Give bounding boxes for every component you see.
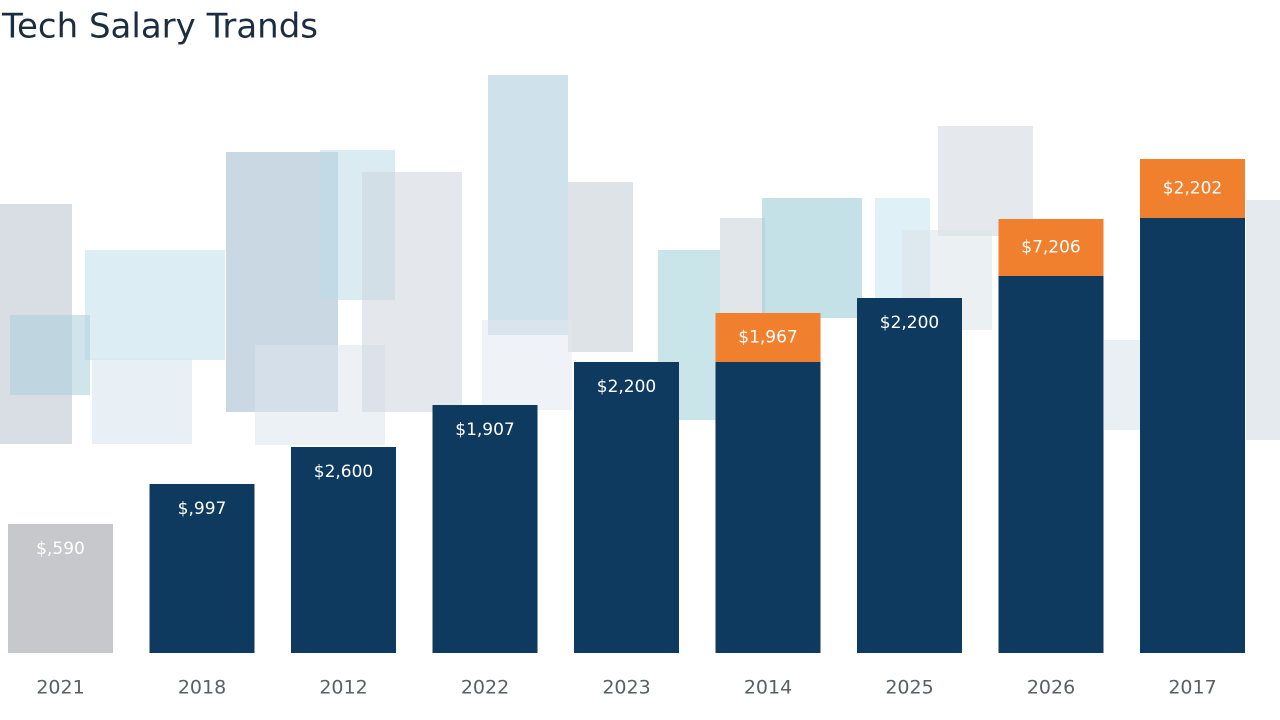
building — [362, 172, 462, 412]
bar-label: $7,206 — [1021, 238, 1080, 258]
bar-cap — [998, 219, 1104, 276]
building — [482, 320, 572, 410]
building — [92, 358, 192, 444]
bar-cap — [1140, 159, 1245, 218]
x-tick-label: 2018 — [178, 677, 226, 699]
bar-label: $2,202 — [1163, 179, 1222, 199]
building — [568, 182, 633, 352]
chart-title: Tech Salary Trands — [1, 7, 318, 47]
bar-label: $,590 — [36, 539, 85, 559]
building — [1104, 340, 1144, 430]
x-tick-label: 2021 — [36, 677, 84, 699]
bar — [432, 405, 538, 653]
x-tick-label: 2022 — [461, 677, 509, 699]
bar — [291, 447, 396, 653]
building — [720, 218, 765, 318]
x-tick-label: 2014 — [744, 677, 792, 699]
building — [938, 126, 1033, 236]
bar-label: $2,200 — [597, 377, 656, 397]
bar-label: $1,967 — [738, 328, 797, 348]
x-tick-label: 2012 — [319, 677, 367, 699]
building — [488, 75, 568, 335]
bar-label: $2,200 — [880, 313, 939, 333]
bar-cap — [715, 313, 821, 362]
building — [762, 198, 862, 318]
x-tick-label: 2023 — [602, 677, 650, 699]
x-tick-label: 2025 — [885, 677, 933, 699]
bar — [857, 298, 962, 653]
bar — [8, 524, 113, 653]
bar-label: $1,907 — [455, 420, 514, 440]
x-tick-label: 2017 — [1168, 677, 1216, 699]
bar — [149, 484, 255, 653]
bar-label: $2,600 — [314, 462, 373, 482]
bar — [1140, 218, 1245, 653]
building — [10, 315, 90, 395]
bar — [574, 362, 679, 653]
bar — [998, 276, 1104, 653]
bar — [715, 362, 821, 653]
bar-label: $,997 — [178, 499, 227, 519]
x-tick-label: 2026 — [1027, 677, 1075, 699]
building — [85, 250, 225, 360]
building — [1246, 200, 1280, 440]
skyline-background — [0, 75, 1280, 445]
